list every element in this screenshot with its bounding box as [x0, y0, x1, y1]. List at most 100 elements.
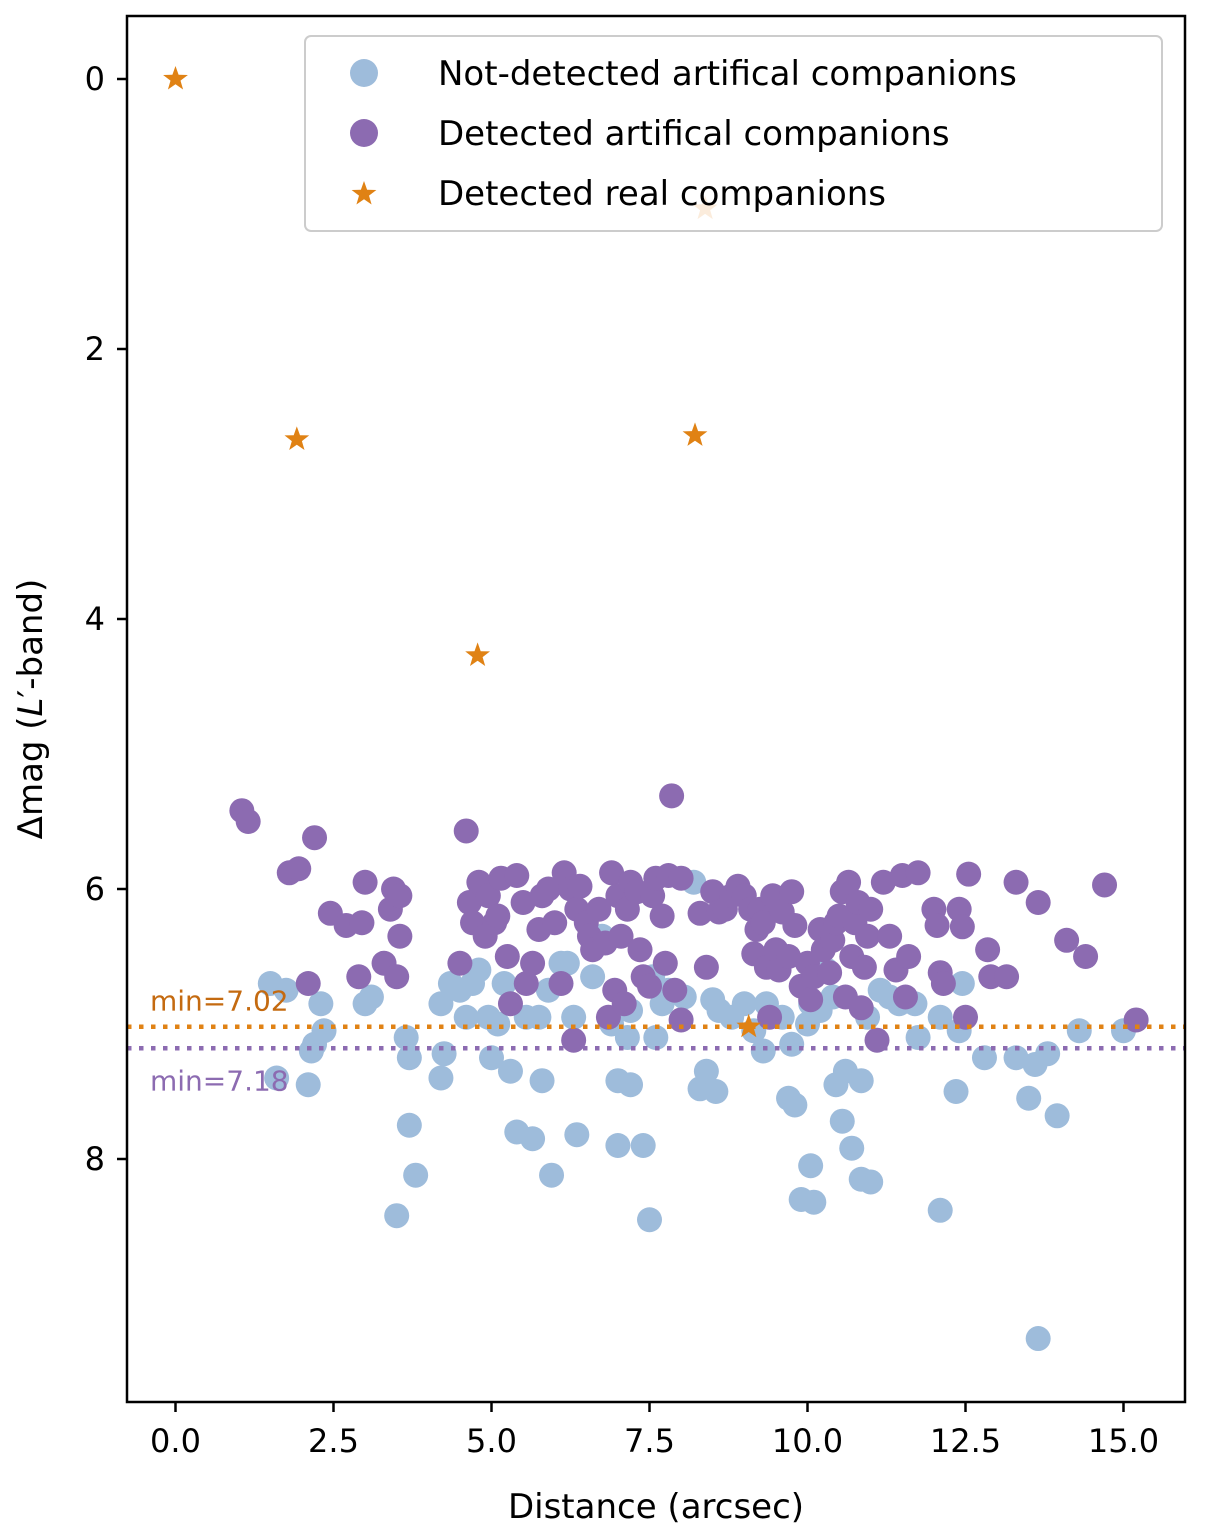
not-detected-point — [529, 1068, 555, 1094]
not-detected-point — [466, 957, 492, 983]
not-detected-point — [428, 991, 454, 1017]
detected-artificial-point — [535, 876, 561, 902]
not-detected-point — [858, 1169, 884, 1195]
not-detected-point — [403, 1162, 429, 1188]
not-detected-point — [526, 1004, 552, 1030]
not-detected-point — [384, 1203, 410, 1229]
not-detected-point — [801, 1189, 827, 1215]
detected-artificial-point — [302, 825, 328, 851]
x-tick-label: 2.5 — [308, 1422, 359, 1460]
y-tick-label: 2 — [85, 330, 105, 368]
real-companion-star — [682, 422, 708, 446]
not-detected-point — [453, 1004, 479, 1030]
not-detected-point — [396, 1112, 422, 1138]
legend-dot-detected-artificial — [350, 119, 378, 147]
not-detected-point — [358, 984, 384, 1010]
not-detected-point — [643, 1025, 669, 1050]
not-detected-point — [1035, 1041, 1061, 1067]
not-detected-point — [564, 1122, 590, 1148]
not-detected-point — [520, 1126, 546, 1152]
detected-artificial-point — [1073, 944, 1099, 969]
x-tick-label: 5.0 — [466, 1422, 517, 1460]
detected-artificial-point — [779, 879, 805, 905]
not-detected-point — [396, 1045, 422, 1071]
x-tick-label: 7.5 — [624, 1422, 675, 1460]
detected-artificial-point — [497, 991, 523, 1017]
min-label-artificial: min=7.18 — [150, 1064, 289, 1097]
not-detected-point — [630, 1133, 656, 1158]
real-companion-star — [465, 642, 490, 666]
not-detected-point — [311, 1018, 337, 1044]
detected-artificial-point — [542, 910, 568, 936]
not-detected-point — [693, 1058, 719, 1084]
detected-artificial-point — [494, 944, 520, 969]
detected-artificial-point — [757, 1004, 783, 1030]
not-detected-point — [561, 1004, 587, 1030]
not-detected-point — [782, 1092, 808, 1118]
plot-frame — [125, 14, 1187, 1404]
not-detected-point — [971, 1045, 997, 1071]
detected-artificial-point — [662, 977, 688, 1003]
x-tick-label: 0.0 — [150, 1422, 201, 1460]
y-tick-label: 6 — [85, 870, 105, 908]
detected-artificial-point — [877, 923, 903, 949]
legend-marker-real — [351, 181, 377, 205]
detected-artificial-point — [1025, 890, 1051, 915]
detected-artificial-point — [548, 971, 574, 996]
not-detected-point — [839, 1135, 865, 1161]
legend-label-not-detected: Not-detected artifical companions — [438, 54, 1017, 94]
detected-artificial-point — [994, 964, 1020, 990]
not-detected-point — [618, 1072, 644, 1098]
detected-artificial-point — [599, 860, 625, 886]
detected-artificial-point — [848, 995, 874, 1021]
not-detected-point — [1003, 1045, 1029, 1071]
detected-artificial-point — [637, 973, 662, 999]
y-tick-label: 8 — [85, 1140, 105, 1178]
not-detected-point — [614, 1025, 640, 1050]
detected-artificial-point — [687, 900, 713, 926]
not-detected-point — [479, 1045, 504, 1071]
real-companion-star — [284, 426, 310, 450]
detected-artificial-point — [286, 856, 312, 882]
threshold-labels: min=7.02 min=7.18 — [150, 985, 289, 1098]
detected-artificial-point — [930, 971, 956, 996]
not-detected-point — [264, 1065, 290, 1091]
not-detected-point — [779, 1031, 805, 1057]
y-axis-label: Δmag (L′-band) — [11, 579, 51, 840]
not-detected-point — [637, 1207, 662, 1233]
detected-artificial-point — [504, 863, 530, 888]
detected-artificial-point — [659, 783, 685, 809]
y-tick-label: 4 — [85, 600, 105, 638]
not-detected-point — [1016, 1085, 1042, 1111]
not-detected-point — [428, 1065, 454, 1091]
detected-artificial-point — [1123, 1007, 1149, 1033]
detected-artificial-point — [855, 923, 881, 949]
detected-artificial-point — [456, 890, 482, 915]
detected-artificial-point — [851, 954, 877, 980]
detected-artificial-point — [586, 896, 612, 922]
detected-artificial-point — [346, 964, 372, 990]
detected-artificial-point — [295, 971, 321, 996]
detected-artificial-point — [611, 991, 637, 1017]
not-detected-point — [295, 1072, 321, 1098]
detected-artificial-point — [649, 903, 675, 929]
detected-artificial-point — [668, 865, 694, 891]
detected-artificial-point — [567, 873, 593, 899]
detected-artificial-point — [817, 960, 843, 986]
not-detected-point — [703, 1079, 729, 1104]
detected-artificial-point — [956, 861, 982, 887]
detected-artificial-point — [782, 912, 808, 938]
detected-artificial-point — [693, 954, 719, 980]
not-detected-point — [431, 1041, 457, 1067]
detected-artificial-point — [953, 1004, 978, 1030]
detected-artificial-point — [1054, 927, 1080, 953]
not-detected-point — [848, 1068, 874, 1094]
detected-artificial-point — [776, 944, 802, 969]
detected-artificial-point — [561, 1027, 587, 1053]
not-detected-point — [497, 1058, 523, 1084]
x-tick-label: 15.0 — [1088, 1422, 1159, 1460]
detected-artificial-point — [836, 869, 862, 895]
not-detected-point — [927, 1004, 953, 1030]
legend-marker-not-detected — [350, 59, 378, 87]
threshold-lines — [127, 1024, 1185, 1051]
